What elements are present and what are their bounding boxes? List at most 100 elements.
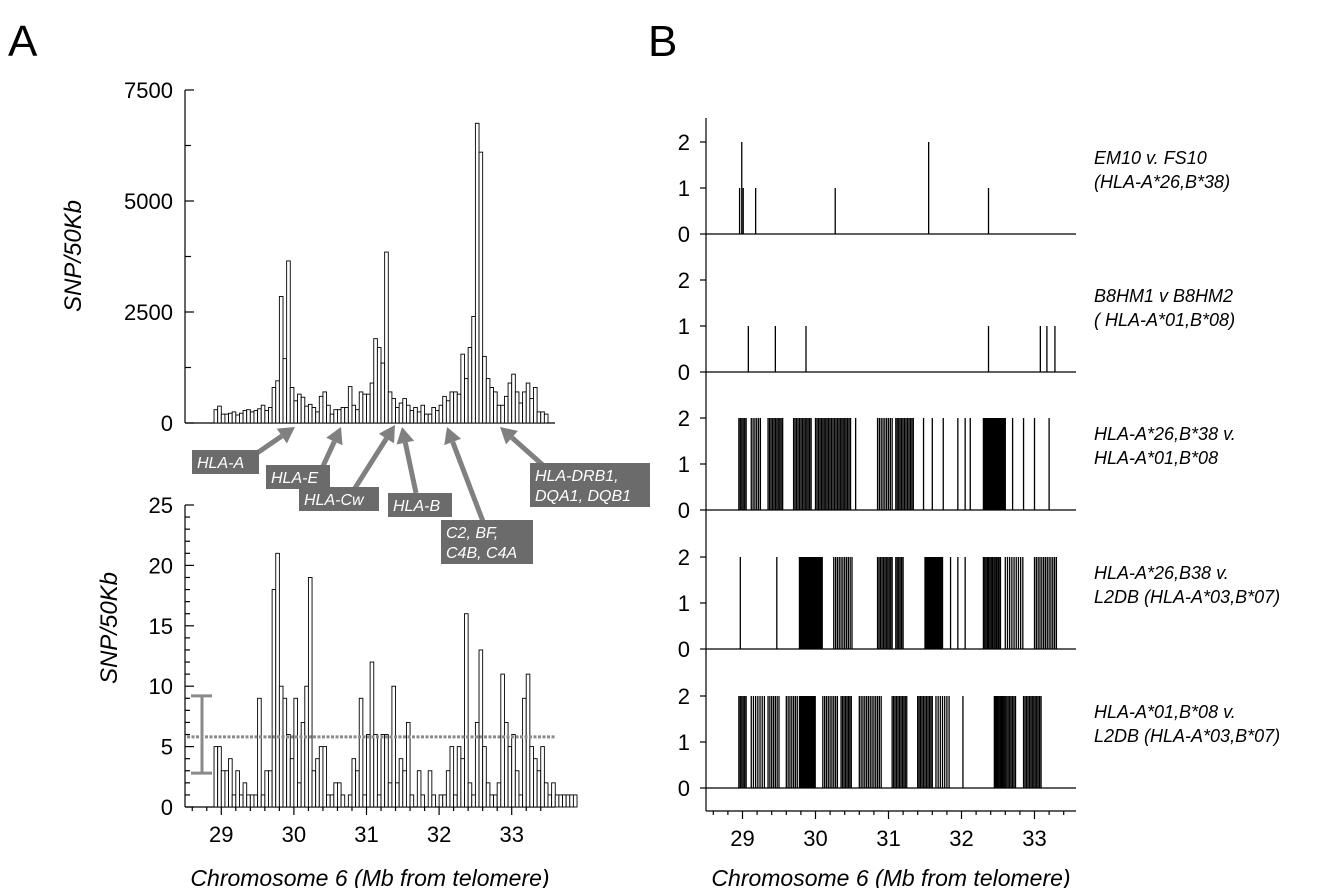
chart-b: 0 1 2 EM10 v. FS10 (HLA-A*26,B*38) 0 1 2 B8HM1 v… <box>678 118 1280 888</box>
bar <box>289 387 295 424</box>
y-tick-label: 0 <box>678 637 690 662</box>
gene-arrowhead <box>276 427 295 444</box>
bar <box>456 393 462 424</box>
bar <box>380 362 386 424</box>
bar <box>326 794 331 808</box>
bar <box>231 411 237 424</box>
bar <box>402 398 407 424</box>
bar <box>511 734 516 808</box>
gene-arrowhead <box>444 427 462 446</box>
panel-label-a: A <box>8 17 38 66</box>
series-label: L2DB (HLA-A*03,B*07) <box>1094 726 1280 746</box>
gene-arrowhead <box>378 425 395 444</box>
bar <box>445 770 451 808</box>
y-tick-label: 0 <box>678 360 690 385</box>
bar <box>315 758 320 808</box>
bar <box>547 794 553 808</box>
series-label: (HLA-A*26,B*38) <box>1094 172 1230 192</box>
bar <box>224 413 230 424</box>
bar <box>238 794 244 808</box>
bar <box>318 395 324 424</box>
bar <box>373 338 378 424</box>
y-tick-label: 2500 <box>124 300 173 325</box>
bar <box>326 404 331 424</box>
bar <box>235 770 240 808</box>
bar <box>220 770 226 808</box>
bar <box>449 391 455 424</box>
bar <box>376 794 382 808</box>
bar <box>322 746 328 808</box>
bar <box>373 734 378 808</box>
bar <box>522 391 527 424</box>
bar <box>427 770 433 808</box>
gene-label-box <box>530 463 650 507</box>
bar <box>249 794 255 808</box>
bar <box>387 391 393 424</box>
bar <box>384 734 389 808</box>
bar <box>558 794 563 808</box>
bar <box>271 589 277 808</box>
bar <box>540 746 545 808</box>
gene-label: C4B, C4A <box>446 545 517 562</box>
bar <box>562 794 567 808</box>
bar <box>337 782 342 808</box>
bar <box>238 412 244 424</box>
x-tick-label: 31 <box>876 826 900 851</box>
bar <box>231 794 237 808</box>
bar <box>362 794 367 808</box>
bar <box>525 673 531 808</box>
bar <box>311 770 317 808</box>
bar <box>405 721 411 808</box>
series-label: EM10 v. FS10 <box>1094 148 1207 168</box>
bar <box>333 409 338 424</box>
bar <box>366 393 371 424</box>
gene-label: HLA-Cw <box>304 492 365 509</box>
bar <box>413 407 418 424</box>
bar <box>449 746 455 808</box>
y-tick-label: 2 <box>678 684 690 709</box>
x-axis-label: Chromosome 6 (Mb from telomere) <box>711 865 1070 888</box>
bar <box>511 373 516 424</box>
bar <box>431 794 436 808</box>
bar <box>300 721 306 808</box>
y-tick-label: 10 <box>149 674 173 699</box>
bar <box>514 770 520 808</box>
bar <box>565 794 571 808</box>
y-tick-label: 1 <box>678 452 690 477</box>
bar <box>315 411 320 424</box>
bar <box>398 402 404 424</box>
bar <box>289 758 295 808</box>
bar <box>268 770 273 808</box>
bar <box>246 409 251 424</box>
gene-label: DQA1, DQB1 <box>535 488 631 505</box>
bar <box>224 770 230 808</box>
bar <box>242 782 248 808</box>
bar <box>554 794 560 808</box>
bar <box>572 794 578 808</box>
y-tick-label: 0 <box>161 795 173 820</box>
bar <box>460 758 465 808</box>
bar <box>340 794 346 808</box>
bar <box>275 552 280 808</box>
bar <box>307 403 313 424</box>
y-axis-label: SNP/50Kb <box>96 572 123 684</box>
bar <box>264 770 269 808</box>
bar <box>286 734 291 808</box>
bar <box>228 412 233 424</box>
bar <box>278 296 284 424</box>
bar <box>391 685 396 808</box>
y-tick-label: 5 <box>161 735 173 760</box>
bar <box>235 414 240 424</box>
bar <box>471 794 476 808</box>
bar <box>482 746 487 808</box>
bar <box>485 378 491 424</box>
bar <box>464 613 469 808</box>
bar <box>431 407 436 424</box>
bar <box>420 404 426 424</box>
bar <box>293 400 298 424</box>
gene-label: HLA-DRB1, <box>535 468 619 485</box>
x-tick-label: 31 <box>354 822 378 847</box>
bar <box>347 794 353 808</box>
gene-arrow <box>450 441 490 533</box>
